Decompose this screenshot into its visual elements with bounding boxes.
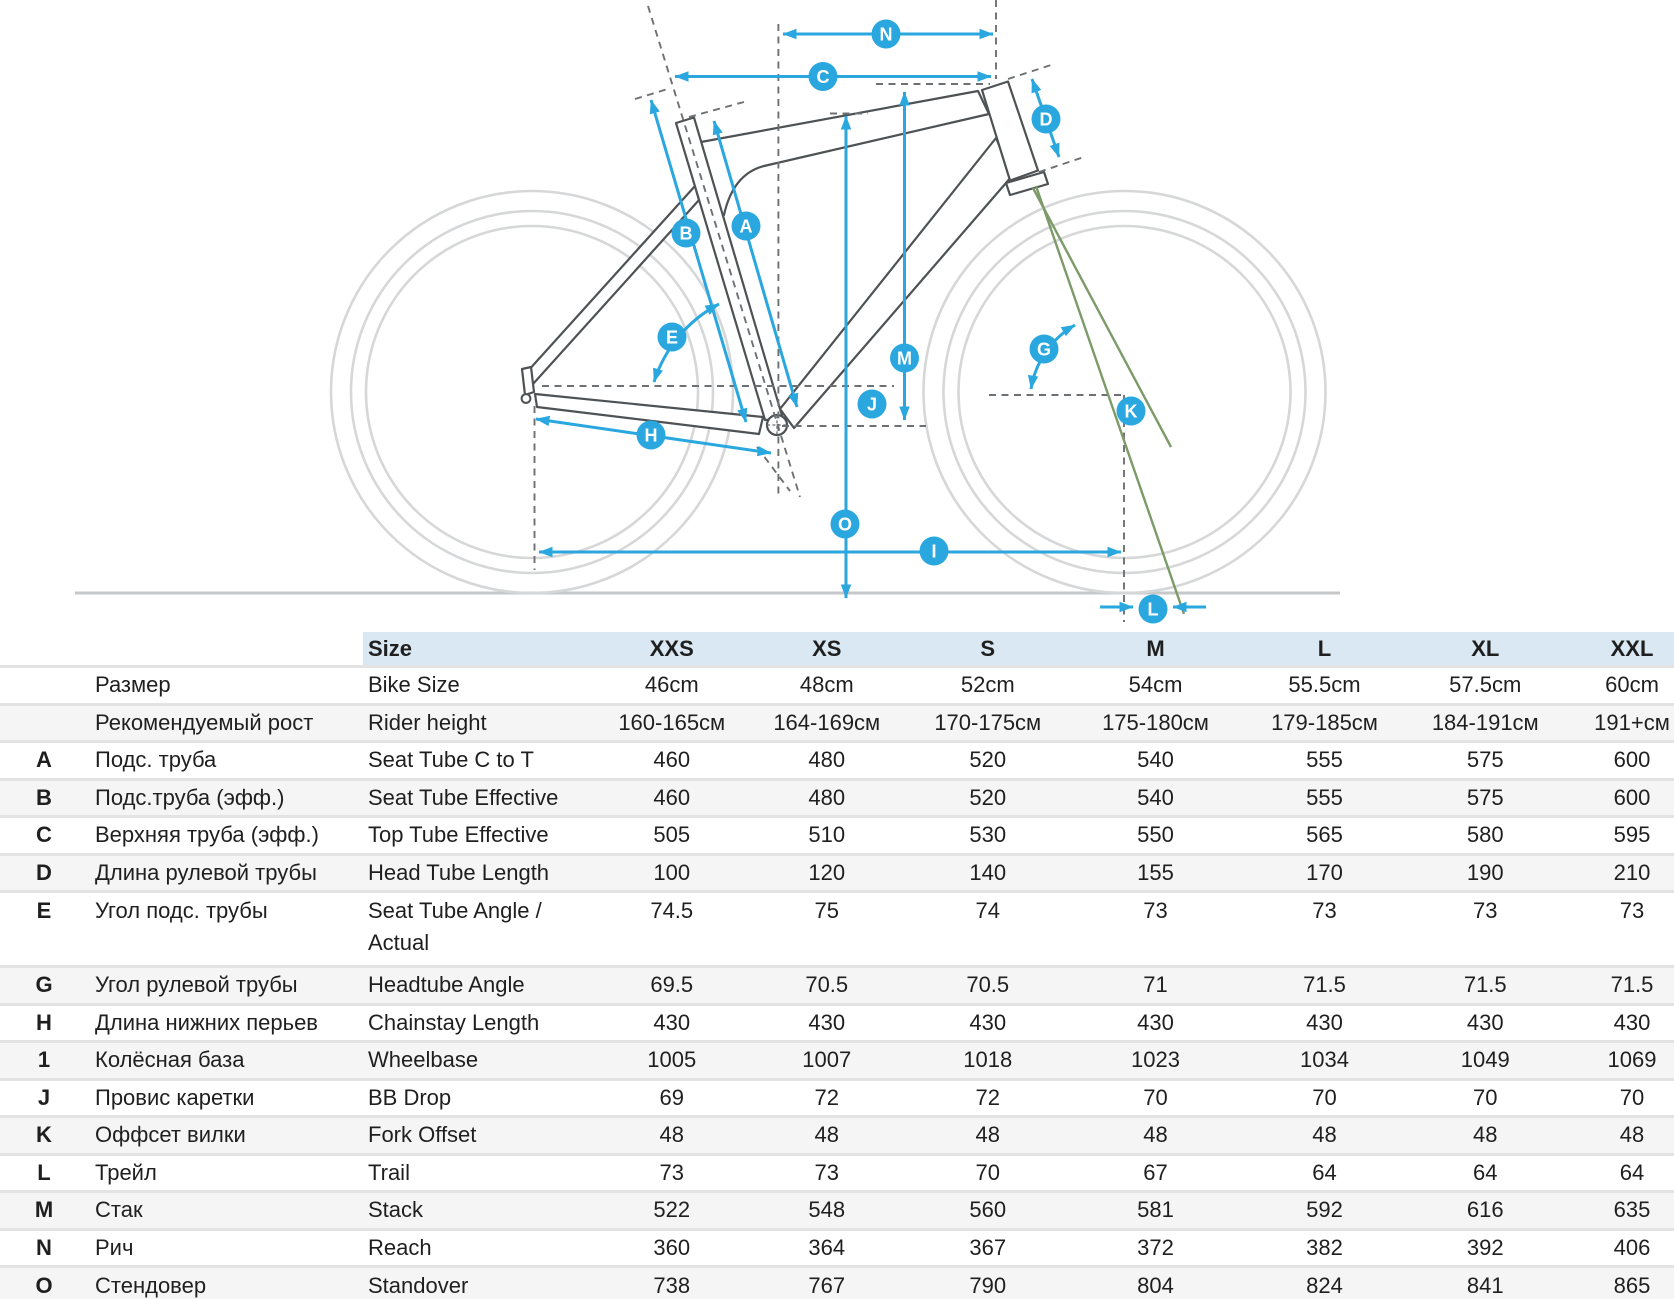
svg-text:A: A — [740, 217, 753, 237]
svg-text:I: I — [931, 542, 936, 562]
svg-text:O: O — [838, 515, 852, 535]
svg-text:C: C — [817, 67, 830, 87]
svg-text:J: J — [867, 395, 877, 415]
svg-text:K: K — [1125, 402, 1138, 422]
svg-text:L: L — [1148, 600, 1159, 620]
svg-text:B: B — [680, 224, 693, 244]
svg-text:D: D — [1040, 110, 1053, 130]
svg-text:N: N — [880, 25, 893, 45]
svg-text:H: H — [645, 426, 658, 446]
svg-text:M: M — [897, 349, 912, 369]
svg-text:E: E — [666, 328, 678, 348]
svg-text:G: G — [1037, 340, 1051, 360]
